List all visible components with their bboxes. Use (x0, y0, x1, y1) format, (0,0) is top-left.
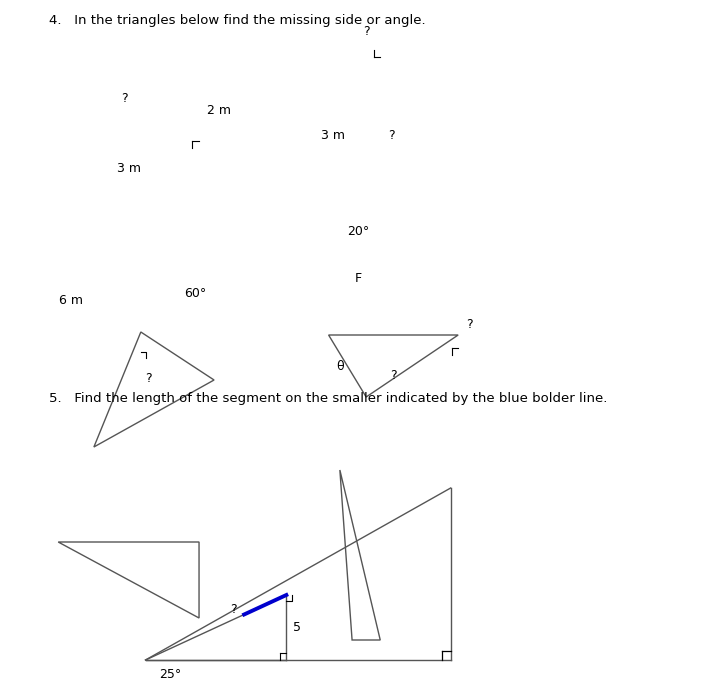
Text: F: F (354, 272, 362, 285)
Text: 60°: 60° (184, 287, 206, 300)
Text: 2 m: 2 m (206, 104, 231, 117)
Text: 5.   Find the length of the segment on the smaller indicated by the blue bolder : 5. Find the length of the segment on the… (49, 392, 607, 405)
Text: ?: ? (390, 369, 397, 382)
Text: ?: ? (120, 92, 127, 104)
Text: 20°: 20° (347, 225, 369, 238)
Text: ?: ? (145, 372, 152, 385)
Text: ?: ? (363, 25, 369, 38)
Text: 25°: 25° (159, 668, 181, 681)
Text: 3 m: 3 m (117, 162, 140, 175)
Text: 6 m: 6 m (59, 294, 82, 307)
Text: ?: ? (465, 317, 473, 331)
Text: θ: θ (336, 360, 344, 373)
Text: ?: ? (230, 603, 236, 616)
Text: 3 m: 3 m (321, 128, 344, 141)
Text: 4.   In the triangles below find the missing side or angle.: 4. In the triangles below find the missi… (49, 14, 425, 27)
Text: ?: ? (388, 128, 395, 141)
Text: 5: 5 (293, 621, 301, 634)
